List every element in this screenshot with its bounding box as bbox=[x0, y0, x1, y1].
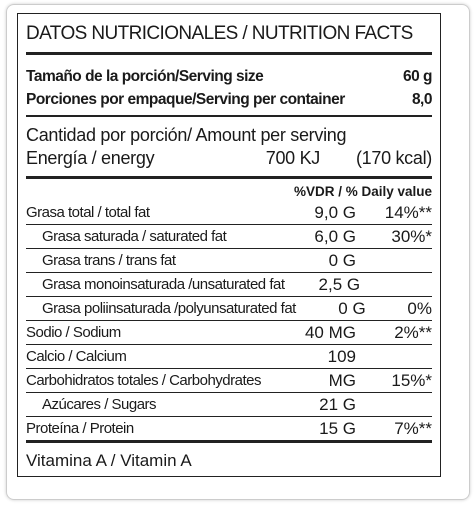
daily-value-cell bbox=[356, 345, 432, 368]
nutrient-amount: 109 bbox=[327, 347, 356, 366]
nutrient-name: Proteína / Protein bbox=[26, 420, 134, 437]
serving-label: Porciones por empaque/Serving per contai… bbox=[26, 91, 345, 108]
nutrient-amount: 21 G bbox=[319, 395, 356, 414]
vitamin: Vitamina A / Vitamin A bbox=[26, 451, 192, 470]
energy-kj: 700 KJ bbox=[265, 148, 321, 168]
serving-value: 60 g bbox=[402, 68, 433, 85]
nutrient-name: Calcio / Calcium bbox=[26, 348, 127, 365]
serving-label: Tamaño de la porción/Serving size bbox=[26, 68, 264, 85]
nutrient-amount: 6,0 G bbox=[314, 227, 356, 246]
nutrient-name: Grasa saturada / saturated fat bbox=[42, 228, 227, 245]
nutrient-subrow: Grasa poliinsaturada /polyunsaturated fa… bbox=[26, 297, 432, 321]
daily-value: 2%** bbox=[394, 323, 432, 342]
nutrient-name: Grasa total / total fat bbox=[26, 204, 150, 221]
serving-block: Tamaño de la porción/Serving size 60 g Po… bbox=[26, 55, 433, 117]
daily-value: 30%* bbox=[391, 227, 432, 246]
nutrient-amount: MG bbox=[328, 371, 356, 390]
nutrient-name: Grasa trans / trans fat bbox=[42, 252, 176, 269]
nutrient-amount: 2,5 G bbox=[318, 275, 361, 294]
daily-value: 0% bbox=[407, 299, 432, 318]
nutrient-name: Azúcares / Sugars bbox=[42, 396, 157, 413]
nutrient-table: Grasa total / total fat 9,0 G 14%** Grasa s… bbox=[26, 201, 432, 443]
nutrient-amount: 9,0 G bbox=[314, 203, 356, 222]
nutrient-amount: 40 MG bbox=[304, 323, 356, 342]
nutrient-row: Carbohidratos totales / Carbohydrates MG 1… bbox=[26, 369, 432, 393]
nutrient-amount: 15 G bbox=[319, 419, 356, 438]
daily-value: 7%** bbox=[394, 419, 432, 438]
nutrient-name: Grasa poliinsaturada /polyunsaturated fa… bbox=[42, 300, 296, 317]
energy-label: Energía / energy bbox=[26, 148, 155, 168]
daily-value: 15%* bbox=[391, 371, 432, 390]
nutrient-subrow: Grasa saturada / saturated fat 6,0 G 30%* bbox=[26, 225, 432, 249]
daily-value-cell bbox=[360, 273, 432, 296]
title: DATOS NUTRICIONALES / NUTRITION FACTS bbox=[26, 14, 432, 55]
daily-value-cell bbox=[356, 249, 432, 272]
nutrient-name: Carbohidratos totales / Carbohydrates bbox=[26, 372, 261, 389]
nutrient-row: Calcio / Calcium 109 bbox=[26, 345, 432, 369]
energy-kcal: (170 kcal) bbox=[355, 148, 432, 168]
serving-value: 8,0 bbox=[411, 91, 433, 108]
nutrient-name: Sodio / Sodium bbox=[26, 324, 121, 341]
daily-value-cell bbox=[356, 393, 432, 416]
nutrient-amount: 0 G bbox=[338, 299, 366, 318]
nutrient-subrow: Grasa trans / trans fat 0 G bbox=[26, 249, 432, 273]
energy-row: Energía / energy 700 KJ (170 kcal) bbox=[26, 147, 432, 179]
nutrient-row: Proteína / Protein 15 G 7%** bbox=[26, 417, 432, 443]
nutrient-row: Grasa total / total fat 9,0 G 14%** bbox=[26, 201, 432, 225]
nutrient-row: Sodio / Sodium 40 MG 2%** bbox=[26, 321, 432, 345]
nutrient-name: Grasa monoinsaturada /unsaturated fat bbox=[42, 276, 285, 293]
nutrition-label: DATOS NUTRICIONALES / NUTRITION FACTS Ta… bbox=[17, 13, 441, 477]
serving-row: Tamaño de la porción/Serving size 60 g bbox=[26, 65, 433, 88]
amount-per-serving: Cantidad por porción/ Amount per serving bbox=[26, 125, 347, 145]
nutrient-subrow: Azúcares / Sugars 21 G bbox=[26, 393, 432, 417]
daily-value: 14%** bbox=[384, 203, 432, 222]
frame bbox=[6, 4, 470, 500]
serving-row: Porciones por empaque/Serving per contai… bbox=[26, 88, 433, 111]
daily-value-header: %VDR / % Daily value bbox=[293, 184, 432, 199]
nutrient-subrow: Grasa monoinsaturada /unsaturated fat 2,5… bbox=[26, 273, 432, 297]
nutrient-amount: 0 G bbox=[328, 251, 356, 270]
